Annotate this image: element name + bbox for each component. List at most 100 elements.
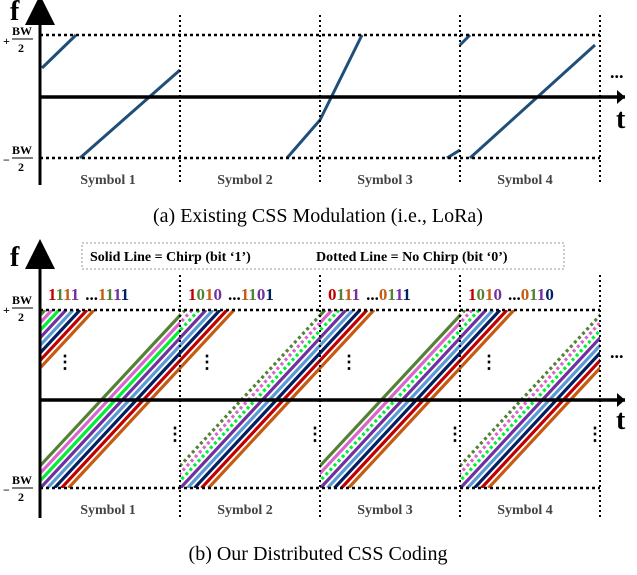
panel-b: Solid Line = Chirp (bit ‘1’) Dotted Line… (3, 239, 626, 565)
chirp-solid (180, 310, 215, 348)
chirp-solid (180, 310, 236, 371)
panel-b-bw-top-sign: + (3, 303, 10, 317)
panel-a-chirp-segment (458, 33, 472, 47)
panel-a-symbol-2: Symbol 2 (217, 173, 273, 188)
panel-b-bit-labels: 1111 ...1111 1010 ...1101 0111 ...0111 1010...… (48, 285, 554, 304)
panel-b-vertical-dots: ⋮ ⋮ ⋮ ⋮ ⋮ ⋮ ⋮ ⋮ (56, 352, 604, 444)
bit: 1 (205, 285, 214, 304)
chirp-solid (460, 310, 516, 371)
chirp-solid (180, 310, 229, 363)
panel-a-t-arrow (617, 90, 625, 104)
panel-b-symbol-2: Symbol 2 (217, 503, 273, 518)
chirp-solid (40, 310, 82, 356)
panel-a-bw-top-num: BW (12, 24, 32, 38)
panel-a-chirp-segment (285, 119, 322, 159)
bit: 1 (265, 285, 274, 304)
bit-separator: ... (508, 285, 521, 304)
bit: 1 (121, 285, 130, 304)
panel-a-bw-bottom-num: BW (12, 143, 32, 157)
chirp-solid (460, 310, 509, 363)
panel-a: f t + BW 2 − BW 2 ... Symbol 1 Symbol 2 … (3, 0, 626, 227)
panel-b-bw-top-num: BW (12, 293, 32, 307)
bit: 1 (48, 285, 56, 304)
bit: 1 (387, 285, 395, 304)
bit: 0 (494, 285, 503, 304)
bit: 1 (403, 285, 412, 304)
panel-a-bw-top-sign: + (3, 34, 10, 48)
chirp-solid (40, 310, 96, 371)
panel-b-symbol-3: Symbol 3 (357, 503, 413, 518)
panel-a-symbol-labels: Symbol 1 Symbol 2 Symbol 3 Symbol 4 (80, 173, 553, 188)
vdots-6: ⋮ (306, 424, 324, 444)
panel-a-bw-bottom-den: 2 (18, 160, 24, 174)
bit: 1 (485, 285, 494, 304)
vdots-7: ⋮ (446, 424, 464, 444)
chirp-solid (180, 310, 222, 356)
panel-a-grid (40, 15, 601, 185)
bit: 1 (248, 285, 257, 304)
panel-b-symbol-4: Symbol 4 (497, 503, 553, 518)
chirp-solid (460, 310, 502, 356)
bit: 1 (337, 285, 345, 304)
bit: 1 (241, 285, 249, 304)
bit-separator: ... (366, 285, 379, 304)
bit: 1 (71, 285, 80, 304)
panel-b-symbol-1: Symbol 1 (80, 503, 136, 518)
bit: 0 (477, 285, 486, 304)
chirp-solid (320, 310, 355, 348)
panel-b-bw-bottom-num: BW (12, 473, 32, 487)
vdots-2: ⋮ (198, 352, 216, 372)
panel-a-chirp-segment (40, 33, 78, 70)
panel-a-symbol-4: Symbol 4 (497, 173, 553, 188)
panel-a-chirp-segment (468, 43, 597, 160)
bit: 1 (56, 285, 64, 304)
bit-group-4: 1010 ...0110 (468, 285, 554, 304)
panel-a-ellipsis: ... (610, 62, 624, 82)
bit: 0 (257, 285, 266, 304)
bit: 1 (395, 285, 403, 304)
panel-b-bw-top-den: 2 (18, 310, 24, 324)
panel-b-ellipsis: ... (610, 342, 624, 362)
bit: 0 (197, 285, 206, 304)
bit: 0 (328, 285, 337, 304)
panel-b-f-label: f (10, 242, 20, 273)
vdots-8: ⋮ (586, 424, 604, 444)
vdots-4: ⋮ (480, 352, 498, 372)
panel-a-chirp-segment (446, 148, 461, 160)
bit: 1 (106, 285, 114, 304)
panel-a-symbol-3: Symbol 3 (357, 173, 413, 188)
panel-b-t-arrow (617, 393, 625, 407)
panel-b-bw-bottom-sign: − (3, 483, 10, 497)
panel-a-bw-bottom-sign: − (3, 153, 10, 167)
panel-b-caption: (b) Our Distributed CSS Coding (189, 543, 448, 565)
vdots-1: ⋮ (56, 352, 74, 372)
panel-a-chirps (40, 33, 597, 160)
bit: 1 (529, 285, 537, 304)
chirp-solid (320, 310, 376, 371)
bit: 0 (379, 285, 388, 304)
bit: 1 (352, 285, 361, 304)
bit: 1 (98, 285, 106, 304)
bit-group-3: 0111 ...0111 (328, 285, 411, 304)
bit: 1 (468, 285, 477, 304)
vdots-3: ⋮ (340, 352, 358, 372)
panel-a-t-label: t (616, 104, 626, 135)
bit: 1 (113, 285, 121, 304)
panel-a-symbol-1: Symbol 1 (80, 173, 136, 188)
panel-b-grid (40, 275, 601, 518)
bit: 0 (214, 285, 223, 304)
legend-solid-text: Solid Line = Chirp (bit ‘1’) (90, 250, 251, 265)
chirp-solid (40, 310, 47, 318)
bit: 1 (537, 285, 546, 304)
bit-separator: ... (228, 285, 241, 304)
legend-dotted-text: Dotted Line = No Chirp (bit ‘0’) (316, 250, 508, 265)
bit: 1 (63, 285, 71, 304)
panel-b-bw-bottom-den: 2 (18, 490, 24, 504)
panel-a-chirp-segment (79, 68, 181, 160)
chirp-solid (320, 310, 369, 363)
chirp-solid (40, 310, 89, 363)
bit: 1 (188, 285, 197, 304)
panel-a-caption: (a) Existing CSS Modulation (i.e., LoRa) (153, 205, 483, 227)
bit-separator: ... (85, 285, 98, 304)
